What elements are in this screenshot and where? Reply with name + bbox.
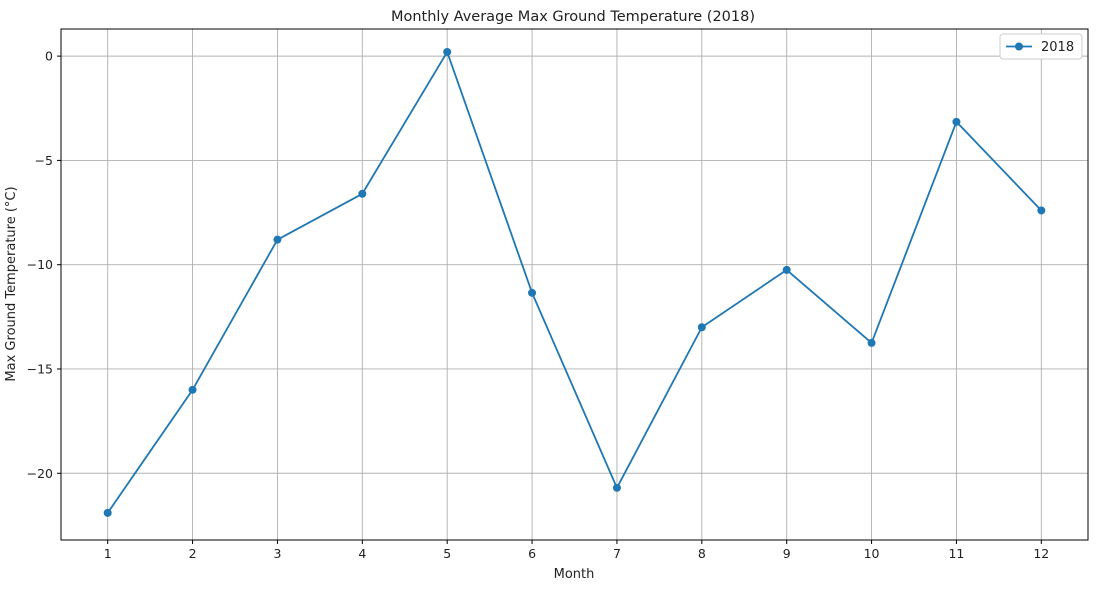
x-axis: 1 2 3 4 5 6 7 8 9 10 11 12 bbox=[104, 540, 1049, 561]
plot-frame bbox=[60, 28, 1089, 541]
data-point bbox=[612, 483, 621, 492]
legend-box bbox=[999, 33, 1083, 60]
x-tick-label: 10 bbox=[864, 546, 880, 561]
legend-point-marker bbox=[1015, 42, 1023, 51]
data-point bbox=[952, 117, 961, 126]
x-tick-label: 7 bbox=[613, 546, 621, 561]
x-tick-label: 6 bbox=[528, 546, 536, 561]
data-point bbox=[782, 265, 791, 274]
x-tick-label: 4 bbox=[358, 546, 366, 561]
y-tick-label: 0 bbox=[45, 49, 53, 64]
chart-title: Monthly Average Max Ground Temperature (… bbox=[391, 9, 755, 25]
x-axis-label: Month bbox=[554, 567, 595, 582]
series-group bbox=[103, 47, 1046, 517]
x-tick-label: 3 bbox=[273, 546, 281, 561]
data-point bbox=[358, 189, 367, 198]
data-point bbox=[697, 323, 706, 332]
y-tick-label: −15 bbox=[27, 361, 53, 376]
x-tick-label: 9 bbox=[783, 546, 791, 561]
data-point bbox=[188, 385, 197, 394]
grid bbox=[61, 29, 1088, 540]
y-tick-label: −10 bbox=[27, 257, 53, 272]
data-point bbox=[867, 338, 876, 347]
x-tick-label: 11 bbox=[948, 546, 964, 561]
data-point bbox=[273, 235, 282, 244]
data-point bbox=[1037, 206, 1046, 215]
data-point bbox=[528, 288, 537, 297]
x-tick-label: 2 bbox=[189, 546, 197, 561]
legend: 2018 bbox=[999, 33, 1083, 60]
x-tick-label: 12 bbox=[1033, 546, 1049, 561]
x-tick-label: 1 bbox=[104, 546, 112, 561]
legend-label: 2018 bbox=[1041, 40, 1074, 55]
y-tick-label: −20 bbox=[27, 466, 53, 481]
y-axis: 0 −5 −10 −15 −20 bbox=[27, 49, 61, 481]
y-tick-label: −5 bbox=[35, 153, 53, 168]
data-point bbox=[103, 508, 112, 517]
y-axis-label: Max Ground Temperature (°C) bbox=[4, 186, 19, 381]
data-point bbox=[443, 47, 452, 56]
x-tick-label: 5 bbox=[443, 546, 451, 561]
series-line bbox=[106, 51, 1042, 514]
x-tick-label: 8 bbox=[698, 546, 706, 561]
